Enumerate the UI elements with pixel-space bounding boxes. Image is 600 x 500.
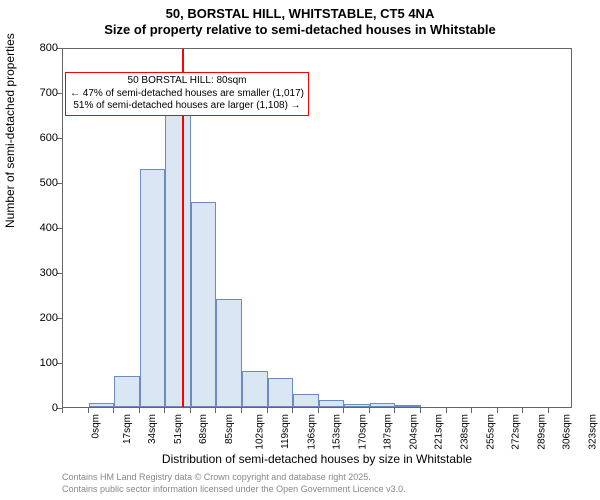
x-tick-label: 51sqm (173, 414, 184, 444)
x-tick-mark (139, 408, 140, 413)
x-tick-label: 306sqm (562, 414, 573, 450)
histogram-bar (319, 400, 345, 407)
histogram-bar (140, 169, 166, 408)
histogram-bar (216, 299, 242, 407)
annotation-box: 50 BORSTAL HILL: 80sqm← 47% of semi-deta… (65, 72, 309, 116)
annotation-line: ← 47% of semi-detached houses are smalle… (70, 88, 304, 101)
x-tick-mark (420, 408, 421, 413)
x-tick-label: 119sqm (280, 414, 291, 449)
x-tick-mark (267, 408, 268, 413)
annotation-line: 51% of semi-detached houses are larger (… (70, 100, 304, 113)
x-tick-label: 272sqm (511, 414, 522, 450)
x-tick-mark (343, 408, 344, 413)
x-tick-label: 17sqm (122, 414, 133, 444)
x-tick-mark (522, 408, 523, 413)
annotation-line: 50 BORSTAL HILL: 80sqm (70, 75, 304, 88)
x-tick-label: 255sqm (485, 414, 496, 450)
x-tick-mark (446, 408, 447, 413)
x-tick-mark (394, 408, 395, 413)
y-tick-label: 200 (18, 312, 58, 324)
x-tick-label: 204sqm (408, 414, 419, 450)
x-tick-label: 323sqm (588, 414, 599, 450)
y-tick-label: 400 (18, 222, 58, 234)
histogram-bar (344, 404, 370, 407)
histogram-bar (293, 394, 319, 408)
x-tick-mark (62, 408, 63, 413)
x-tick-label: 187sqm (383, 414, 394, 450)
x-tick-label: 102sqm (255, 414, 266, 450)
chart-title-line2: Size of property relative to semi-detach… (0, 22, 600, 37)
x-tick-label: 0sqm (90, 414, 101, 438)
histogram-bar (191, 202, 217, 407)
y-tick-label: 600 (18, 132, 58, 144)
x-tick-mark (318, 408, 319, 413)
x-tick-label: 238sqm (460, 414, 471, 450)
histogram-bar (165, 110, 191, 407)
x-tick-mark (164, 408, 165, 413)
x-tick-mark (190, 408, 191, 413)
y-tick-label: 700 (18, 87, 58, 99)
x-tick-mark (292, 408, 293, 413)
x-tick-mark (88, 408, 89, 413)
x-axis-label: Distribution of semi-detached houses by … (62, 452, 572, 466)
y-tick-label: 500 (18, 177, 58, 189)
footer-attribution-line1: Contains HM Land Registry data © Crown c… (62, 472, 371, 482)
x-tick-mark (113, 408, 114, 413)
histogram-bar (268, 378, 294, 407)
x-tick-label: 170sqm (357, 414, 368, 450)
x-tick-mark (241, 408, 242, 413)
chart-container: 50, BORSTAL HILL, WHITSTABLE, CT5 4NA Si… (0, 0, 600, 500)
x-tick-mark (497, 408, 498, 413)
histogram-bar (114, 376, 140, 408)
x-tick-mark (548, 408, 549, 413)
x-tick-mark (471, 408, 472, 413)
x-tick-label: 68sqm (198, 414, 209, 444)
histogram-bar (395, 405, 421, 407)
y-tick-label: 100 (18, 357, 58, 369)
y-tick-label: 0 (18, 402, 58, 414)
y-tick-label: 800 (18, 42, 58, 54)
x-tick-label: 289sqm (536, 414, 547, 450)
histogram-bar (370, 403, 396, 407)
histogram-bar (89, 403, 115, 407)
x-tick-label: 221sqm (434, 414, 445, 450)
plot-area: 50 BORSTAL HILL: 80sqm← 47% of semi-deta… (62, 48, 572, 408)
x-tick-label: 34sqm (147, 414, 158, 444)
x-tick-label: 153sqm (332, 414, 343, 450)
histogram-bar (242, 371, 268, 407)
x-tick-label: 85sqm (224, 414, 235, 444)
footer-attribution-line2: Contains public sector information licen… (62, 484, 406, 494)
y-tick-label: 300 (18, 267, 58, 279)
y-axis-label: Number of semi-detached properties (3, 33, 17, 228)
x-tick-mark (369, 408, 370, 413)
x-tick-label: 136sqm (306, 414, 317, 450)
x-tick-mark (215, 408, 216, 413)
chart-title-line1: 50, BORSTAL HILL, WHITSTABLE, CT5 4NA (0, 6, 600, 21)
